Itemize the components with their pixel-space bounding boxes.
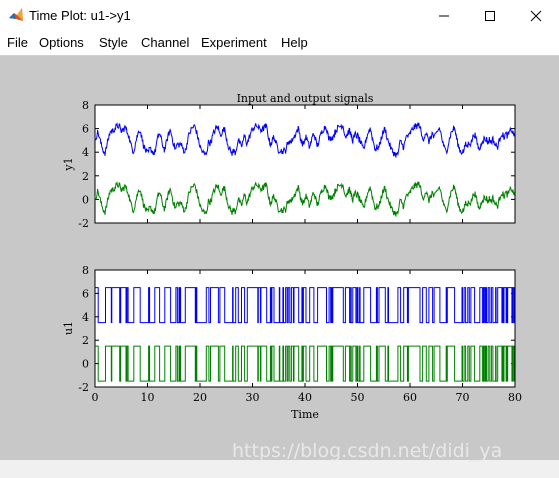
menu-help[interactable]: Help bbox=[281, 35, 308, 50]
xtick-label: 80 bbox=[508, 391, 522, 404]
xtick-label: 60 bbox=[403, 391, 417, 404]
xtick-label: 70 bbox=[456, 391, 470, 404]
ytick-label: 6 bbox=[82, 287, 89, 300]
menu-style[interactable]: Style bbox=[99, 35, 128, 50]
menu-experiment[interactable]: Experiment bbox=[201, 35, 267, 50]
menu-channel[interactable]: Channel bbox=[141, 35, 190, 50]
window-title: Time Plot: u1->y1 bbox=[29, 8, 131, 23]
close-button[interactable] bbox=[513, 0, 559, 31]
top-xtickmarks bbox=[94, 105, 516, 223]
ytick-label: 4 bbox=[82, 146, 89, 159]
ytick-label: 8 bbox=[82, 99, 89, 112]
maximize-icon bbox=[485, 10, 495, 21]
bottom-xlabel: Time bbox=[291, 408, 319, 421]
series-bottom-green bbox=[95, 345, 515, 382]
top-axes-box bbox=[94, 104, 516, 224]
title-bar: Time Plot: u1->y1 bbox=[0, 0, 559, 31]
ytick-label: 2 bbox=[82, 170, 89, 183]
menu-file[interactable]: File bbox=[7, 35, 28, 50]
ytick-label: 2 bbox=[82, 334, 89, 347]
figure-area: Input and output signals y1 8 6 4 2 0 -2 u1 T… bbox=[0, 56, 559, 460]
xtick-label: 10 bbox=[141, 391, 155, 404]
ytick-label: 4 bbox=[82, 311, 89, 324]
matlab-logo-icon bbox=[9, 8, 23, 21]
series-top-blue bbox=[94, 121, 515, 158]
xtick-label: 30 bbox=[246, 391, 260, 404]
minimize-button[interactable] bbox=[421, 0, 467, 31]
ytick-label: 8 bbox=[82, 264, 89, 277]
ytick-label: 0 bbox=[82, 193, 89, 206]
ytick-label: -2 bbox=[78, 217, 89, 230]
status-strip bbox=[0, 460, 559, 478]
top-plot-title: Input and output signals bbox=[237, 92, 374, 105]
series-bottom-blue bbox=[95, 287, 515, 324]
close-icon bbox=[530, 10, 542, 21]
ytick-label: -2 bbox=[78, 381, 89, 394]
menu-bar: File Options Style Channel Experiment He… bbox=[0, 31, 559, 56]
maximize-button[interactable] bbox=[467, 0, 513, 31]
xtick-label: 20 bbox=[193, 391, 207, 404]
xtick-label: 40 bbox=[298, 391, 312, 404]
xtick-label: 50 bbox=[351, 391, 365, 404]
top-yticks: 8 6 4 2 0 -2 bbox=[78, 99, 515, 230]
top-axes[interactable]: Input and output signals y1 8 6 4 2 0 -2 bbox=[62, 92, 516, 230]
watermark-text: https://blog.csdn.net/didi_ya bbox=[232, 440, 503, 462]
series-top-green bbox=[94, 180, 515, 217]
ytick-label: 0 bbox=[82, 358, 89, 371]
top-ylabel: y1 bbox=[62, 157, 75, 171]
ytick-label: 6 bbox=[82, 123, 89, 136]
bottom-ylabel: u1 bbox=[62, 321, 75, 335]
minimize-icon bbox=[439, 15, 449, 16]
bottom-xticks: 0 10 20 30 40 50 60 70 80 bbox=[92, 270, 522, 404]
menu-options[interactable]: Options bbox=[39, 35, 84, 50]
xtick-label: 0 bbox=[92, 391, 99, 404]
